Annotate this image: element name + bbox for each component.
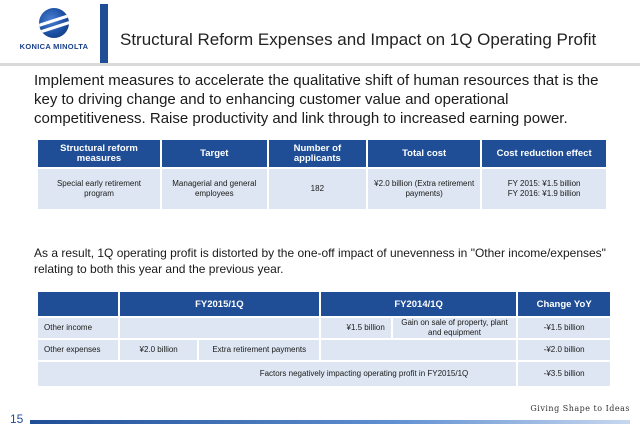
result-paragraph: As a result, 1Q operating profit is dist… (34, 246, 606, 276)
slide-title: Structural Reform Expenses and Impact on… (120, 30, 597, 49)
table-row: Other income ¥1.5 billion Gain on sale o… (36, 316, 612, 340)
cell-target: Managerial and general employees (159, 167, 269, 211)
col-header-cost-reduction: Cost reduction effect (480, 138, 608, 169)
header-accent-bar (100, 4, 108, 64)
cell-fy2014-value: ¥1.5 billion (319, 316, 393, 340)
cell-fy2015-value: ¥2.0 billion (117, 338, 200, 362)
table-row: Special early retirement program Manager… (36, 167, 608, 211)
cell-measure: Special early retirement program (36, 167, 162, 211)
tagline: Giving Shape to Ideas (528, 404, 632, 413)
col-header-target: Target (159, 138, 269, 169)
logo-text: KONICA MINOLTA (19, 42, 89, 51)
structural-reform-table: Structural reform measures Target Number… (36, 138, 608, 211)
cell-total-cost: ¥2.0 billion (Extra retirement payments) (366, 167, 483, 211)
page-number: 15 (10, 412, 24, 426)
col-header-total-cost: Total cost (366, 138, 483, 169)
cell-change: -¥1.5 billion (516, 316, 612, 340)
col-header-blank (36, 290, 120, 318)
cell-fy2014-note: Gain on sale of property, plant and equi… (390, 316, 519, 340)
table-header-row: Structural reform measures Target Number… (36, 138, 608, 169)
cell-cost-reduction: FY 2015: ¥1.5 billion FY 2016: ¥1.9 bill… (480, 167, 608, 211)
table-row: Other expenses ¥2.0 billion Extra retire… (36, 338, 612, 362)
lead-paragraph: Implement measures to accelerate the qua… (34, 72, 599, 127)
col-header-fy2014-1q: FY2014/1Q (319, 290, 519, 318)
table-row: Factors negatively impacting operating p… (35, 360, 612, 388)
cost-reduction-fy2016: FY 2016: ¥1.9 billion (507, 189, 581, 198)
cost-reduction-fy2015: FY 2015: ¥1.5 billion (507, 179, 581, 188)
col-header-fy2015-1q: FY2015/1Q (117, 290, 322, 318)
cell-fy2015-note: Extra retirement payments (197, 338, 322, 362)
cell-empty (319, 338, 519, 362)
other-income-expenses-table: FY2015/1Q FY2014/1Q Change YoY Other inc… (35, 290, 612, 388)
globe-logo-icon (39, 8, 69, 38)
row-label-other-income: Other income (36, 316, 120, 340)
col-header-measures: Structural reform measures (36, 138, 162, 169)
company-logo: KONICA MINOLTA (14, 8, 94, 60)
cell-applicants: 182 (266, 167, 369, 211)
table-header-row: FY2015/1Q FY2014/1Q Change YoY (36, 290, 612, 318)
cell-change-total: -¥3.5 billion (516, 360, 612, 388)
cell-empty (117, 316, 322, 340)
row-label-negative-factors: Factors negatively impacting operating p… (35, 360, 519, 388)
row-label-other-expenses: Other expenses (36, 338, 120, 362)
header: KONICA MINOLTA Structural Reform Expense… (0, 0, 640, 66)
col-header-change-yoy: Change YoY (516, 290, 612, 318)
col-header-applicants: Number of applicants (266, 138, 369, 169)
footer-bar (30, 420, 630, 424)
cell-change: -¥2.0 billion (516, 338, 612, 362)
header-divider (0, 63, 640, 66)
